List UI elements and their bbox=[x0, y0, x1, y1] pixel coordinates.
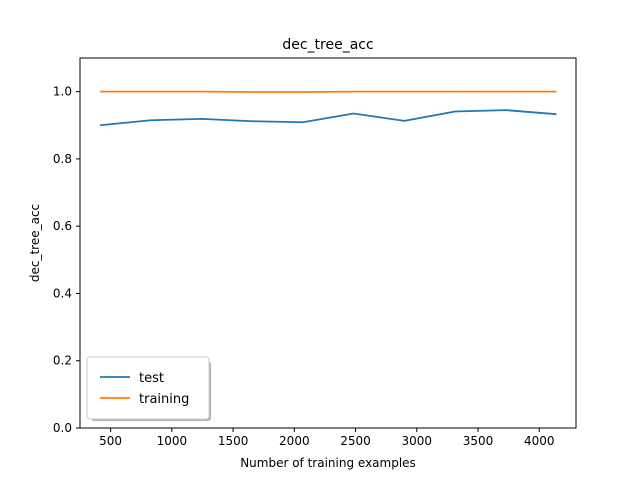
y-axis-label: dec_tree_acc bbox=[28, 204, 42, 282]
x-axis-ticks: 500 1000 1500 2000 2500 3000 3500 4000 bbox=[99, 428, 555, 448]
x-axis-label: Number of training examples bbox=[240, 456, 416, 470]
y-tick-label: 0.8 bbox=[53, 152, 72, 166]
x-tick-label: 2000 bbox=[279, 434, 310, 448]
y-tick-label: 1.0 bbox=[53, 85, 72, 99]
plot-lines bbox=[99, 90, 557, 127]
y-axis-ticks: 0.0 0.2 0.4 0.6 0.8 1.0 bbox=[53, 85, 80, 435]
plot-frame bbox=[79, 57, 577, 429]
x-tick-label: 1500 bbox=[218, 434, 249, 448]
chart-title: dec_tree_acc bbox=[282, 37, 373, 53]
x-tick-label: 2500 bbox=[340, 434, 371, 448]
series-line-test bbox=[99, 109, 557, 127]
x-tick-label: 4000 bbox=[524, 434, 555, 448]
y-tick-label: 0.0 bbox=[53, 421, 72, 435]
y-tick-label: 0.4 bbox=[53, 286, 72, 300]
y-tick-label: 0.6 bbox=[53, 219, 72, 233]
legend-label-test: test bbox=[139, 371, 164, 386]
legend-label-training: training bbox=[139, 392, 189, 407]
x-tick-label: 500 bbox=[99, 434, 122, 448]
x-tick-label: 1000 bbox=[157, 434, 188, 448]
x-tick-label: 3500 bbox=[463, 434, 494, 448]
y-tick-label: 0.2 bbox=[53, 354, 72, 368]
legend: test training bbox=[86, 356, 211, 421]
x-tick-label: 3000 bbox=[402, 434, 433, 448]
legend-box bbox=[86, 356, 210, 420]
